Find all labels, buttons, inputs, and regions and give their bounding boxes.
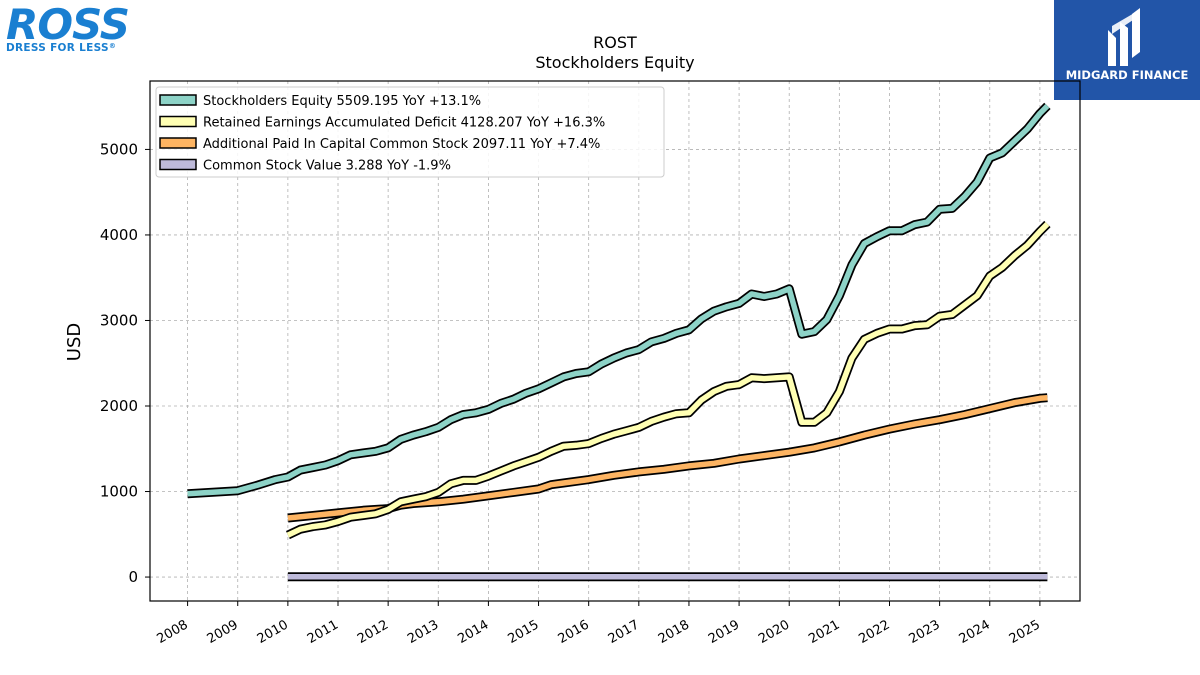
x-tick-label: 2019 <box>706 617 742 647</box>
series-stockholders-equity <box>187 102 1051 499</box>
x-tick-label: 2022 <box>856 617 892 647</box>
series-line <box>286 222 1050 538</box>
y-axis-label: USD <box>64 323 85 361</box>
y-tick-label: 2000 <box>100 397 138 415</box>
x-tick-label: 2025 <box>1007 617 1043 647</box>
series-line <box>187 103 1050 497</box>
legend-swatch <box>159 137 197 149</box>
midgard-finance-logo: MIDGARD FINANCE <box>1054 0 1200 100</box>
x-tick-label: 2017 <box>606 617 642 647</box>
legend-entry: Stockholders Equity 5509.195 YoY +13.1% <box>203 94 481 109</box>
x-tick-label: 2009 <box>205 617 241 647</box>
x-tick-label: 2024 <box>957 617 993 647</box>
x-tick-label: 2020 <box>756 617 792 647</box>
x-tick-label: 2023 <box>907 617 943 647</box>
legend-box <box>155 86 665 178</box>
ross-logo-tagline-text: DRESS FOR LESS <box>6 42 109 54</box>
x-tick-label: 2008 <box>155 617 191 647</box>
legend-swatch <box>159 94 197 106</box>
y-tick-label: 4000 <box>100 226 138 244</box>
plot-frame <box>149 80 1081 602</box>
x-tick-label: 2011 <box>305 617 341 647</box>
x-tick-label: 2018 <box>656 617 692 647</box>
chart-subtitle: Stockholders Equity <box>535 53 694 72</box>
x-tick-label: 2016 <box>556 617 592 647</box>
chart-title: ROST <box>593 33 637 52</box>
x-tick-label: 2021 <box>806 617 842 647</box>
midgard-logo-mark-icon <box>1108 8 1140 66</box>
y-tick-label: 1000 <box>100 483 138 501</box>
legend-swatch <box>159 115 197 128</box>
x-tick-label: 2015 <box>505 617 541 647</box>
ross-logo-word: ROSS <box>6 0 130 49</box>
chart-legend: Stockholders Equity 5509.195 YoY +13.1% R… <box>155 86 665 178</box>
ross-logo-registered-mark: ® <box>108 42 117 50</box>
ross-logo-tagline: DRESS FOR LESS® <box>6 42 116 54</box>
series-retained-earnings-accumulated-deficit <box>285 220 1051 540</box>
y-tick-label: 3000 <box>100 311 138 329</box>
legend-entry: Common Stock Value 3.288 YoY -1.9% <box>203 159 451 174</box>
legend-entry: Retained Earnings Accumulated Deficit 41… <box>203 116 605 131</box>
x-tick-label: 2014 <box>455 617 491 647</box>
legend-swatch <box>159 158 197 171</box>
x-tick-label: 2012 <box>355 617 391 647</box>
x-tick-label: 2010 <box>255 617 291 647</box>
series-line-outline <box>285 220 1051 540</box>
legend-entry: Additional Paid In Capital Common Stock … <box>203 137 600 152</box>
ross-logo: ROSS DRESS FOR LESS® <box>4 0 144 58</box>
x-tick-label: 2013 <box>405 617 441 647</box>
axis-ticks: 2008 2009 2010 2011 2012 2013 2014 2015 2016 2017… <box>100 140 1043 647</box>
y-tick-label: 5000 <box>100 140 138 158</box>
midgard-logo-text: MIDGARD FINANCE <box>1065 68 1189 82</box>
y-tick-label: 0 <box>128 568 138 586</box>
series-lines <box>187 102 1051 582</box>
